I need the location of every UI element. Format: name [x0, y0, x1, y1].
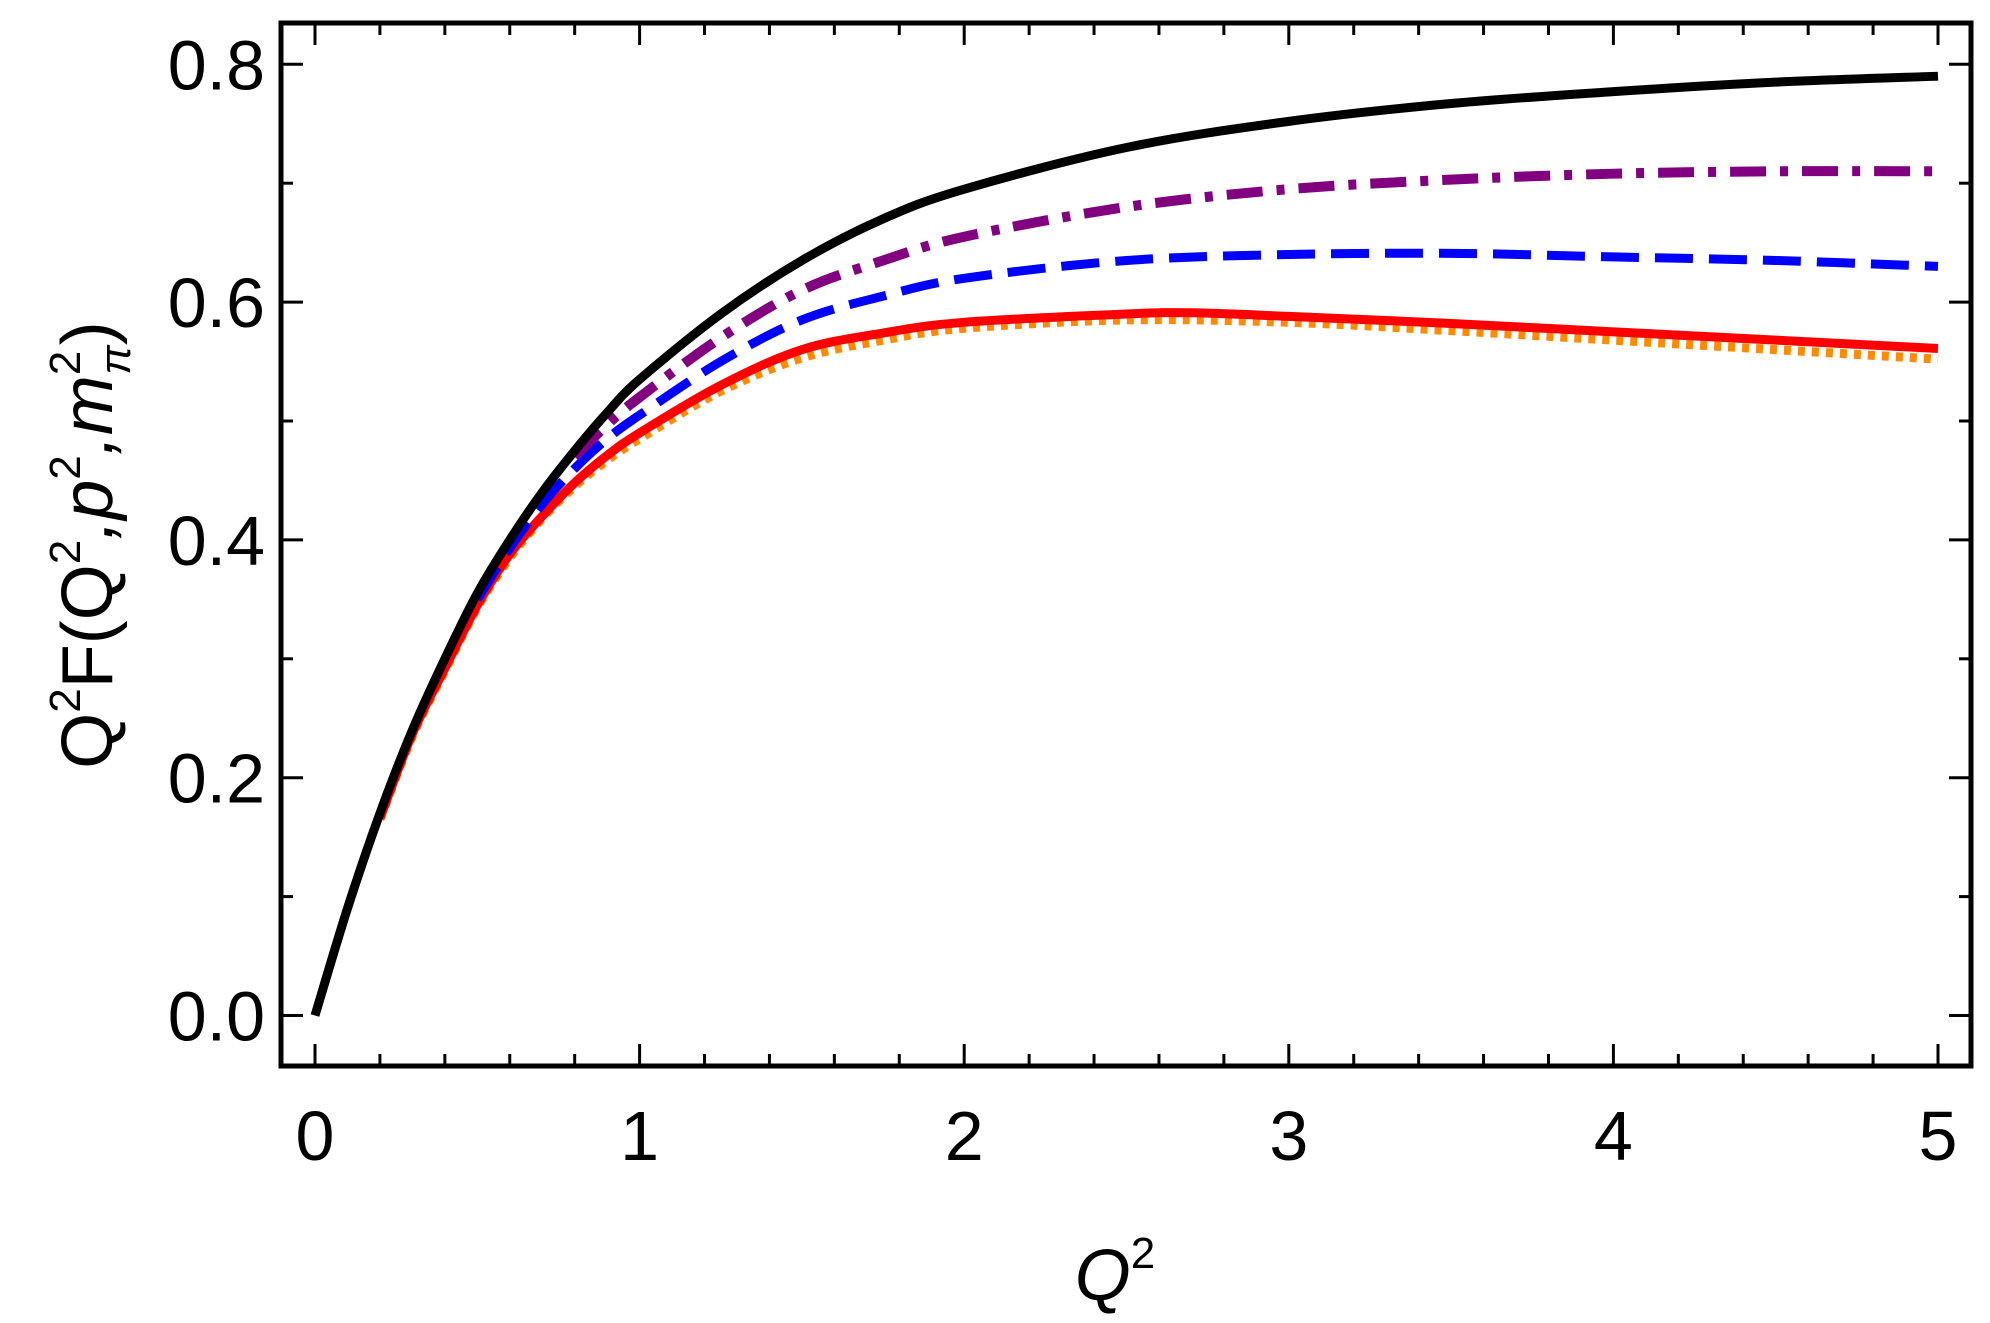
x-tick-labels: 0 1 2 3 4 5 [296, 1097, 1958, 1175]
y-axis-label: Q2F(Q2,p2,m2π) [41, 321, 140, 768]
plot-frame [278, 20, 1974, 1069]
x-tick-label: 3 [1269, 1097, 1308, 1175]
x-tick-label: 2 [945, 1097, 984, 1175]
series-line-dashed-2 [473, 248, 1939, 602]
y-tick-label: 0.8 [168, 26, 265, 104]
x-tick-label: 4 [1594, 1097, 1633, 1175]
series-line-solid-4 [375, 308, 1939, 820]
y-tick-label: 0.2 [168, 740, 265, 818]
y-tick-label: 0.4 [168, 502, 265, 580]
x-tick-label: 5 [1919, 1097, 1958, 1175]
x-tick-label: 1 [620, 1097, 659, 1175]
curves [310, 71, 1939, 1017]
y-tick-label: 0.0 [168, 978, 265, 1056]
series-line-dotted-3 [375, 315, 1939, 821]
series-line-solid-0 [310, 71, 1939, 1017]
x-tick-label: 0 [296, 1097, 335, 1175]
y-tick-labels: 0.0 0.2 0.4 0.6 0.8 [168, 26, 265, 1055]
y-tick-label: 0.6 [168, 264, 265, 342]
x-axis-label: Q2 [1075, 1229, 1156, 1316]
ticks [281, 23, 1971, 1066]
